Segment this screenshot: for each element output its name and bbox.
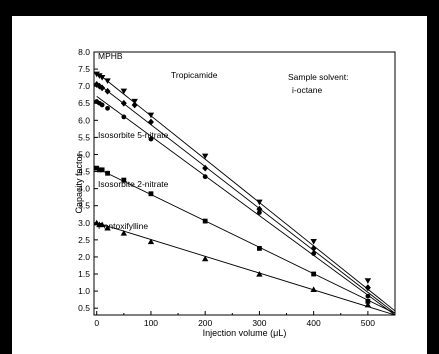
data-point-diamond xyxy=(147,118,154,126)
fit-line xyxy=(96,167,395,314)
data-point-triangle-up xyxy=(310,286,317,292)
data-point-triangle-up xyxy=(256,271,263,277)
data-point-square xyxy=(311,271,317,277)
y-tick-label: 7.0 xyxy=(78,81,90,91)
data-point-square xyxy=(105,170,110,176)
fit-line xyxy=(96,222,395,315)
data-point-triangle-up xyxy=(147,238,155,245)
data-point-diamond xyxy=(104,87,111,95)
data-point-diamond xyxy=(99,84,106,92)
data-point-square xyxy=(94,165,100,171)
data-point-diamond xyxy=(93,81,100,88)
x-tick-label: 0 xyxy=(94,318,99,328)
y-tick-label: 6.0 xyxy=(78,115,90,125)
data-point-diamond xyxy=(310,244,317,252)
data-point-square xyxy=(121,177,127,183)
data-point-diamond xyxy=(364,284,371,292)
y-tick-label: 5.5 xyxy=(78,132,90,142)
data-point-triangle-up xyxy=(98,221,106,228)
y-tick-label: 2.5 xyxy=(78,235,90,245)
x-tick-label: 300 xyxy=(252,318,266,328)
data-point-circle xyxy=(365,293,371,299)
series-label-pentoxifylline: Pentoxifylline xyxy=(98,221,148,231)
data-point-triangle-down xyxy=(93,71,100,78)
data-point-triangle-down xyxy=(120,88,128,95)
data-point-square xyxy=(99,167,105,173)
plot-area-frame xyxy=(93,51,396,316)
y-tick-label: 3.5 xyxy=(78,201,90,211)
x-tick-label: 500 xyxy=(361,318,375,328)
series-label-isosorbite-2-nitrate: Isosorbite 2-nitrate xyxy=(98,179,169,189)
data-point-diamond xyxy=(120,99,127,107)
y-tick-label: 4.0 xyxy=(78,184,90,194)
fit-line xyxy=(96,96,395,315)
y-tick-label: 4.5 xyxy=(78,167,90,177)
y-tick-label: 5.0 xyxy=(78,149,90,159)
data-point-square xyxy=(365,298,371,304)
data-point-triangle-down xyxy=(310,238,317,245)
data-point-circle xyxy=(257,210,262,215)
data-point-triangle-down xyxy=(256,199,263,206)
data-point-triangle-up xyxy=(120,230,128,236)
series-label-tropicamide: Tropicamide xyxy=(171,70,218,80)
data-point-circle xyxy=(311,251,317,256)
data-point-square xyxy=(97,167,102,173)
data-point-circle xyxy=(202,174,208,180)
data-point-diamond xyxy=(96,82,103,90)
data-point-triangle-down xyxy=(104,78,111,85)
data-point-triangle-up xyxy=(104,224,111,231)
y-tick-label: 8.0 xyxy=(78,47,90,57)
annotation-solvent-name: i-octane xyxy=(292,85,323,95)
data-point-circle xyxy=(105,105,110,111)
data-point-triangle-down xyxy=(364,278,372,284)
annotation-sample-solvent: Sample solvent: xyxy=(288,72,348,82)
x-tick-label: 200 xyxy=(198,318,212,328)
y-tick-label: 7.5 xyxy=(78,64,90,74)
x-tick-label: 400 xyxy=(307,318,321,328)
data-point-circle xyxy=(121,114,127,120)
data-point-circle xyxy=(99,102,105,108)
data-point-triangle-down xyxy=(201,153,209,160)
y-tick-label: 0.5 xyxy=(78,303,90,313)
y-tick-label: 1.5 xyxy=(78,269,90,279)
data-point-triangle-up xyxy=(201,255,209,262)
figure-canvas: 0.5 1.0 1.5 2.0 2.5 3.0 3.5 4.0 4.5 5.0 5.5 6.0 6.5 7… xyxy=(12,16,427,354)
data-point-triangle-down xyxy=(98,75,106,81)
data-point-diamond xyxy=(202,164,209,172)
y-tick-label: 3.0 xyxy=(78,218,90,228)
series-label-isosorbite-5-nitrate: Isosorbite 5-nitrate xyxy=(98,130,169,140)
fit-line xyxy=(96,72,395,312)
data-point-square xyxy=(148,191,154,197)
data-point-diamond xyxy=(131,101,138,109)
data-point-triangle-down xyxy=(147,112,155,119)
data-point-triangle-up xyxy=(364,301,372,308)
x-tick-label: 100 xyxy=(144,318,158,328)
x-axis-label: Injection volume (μL) xyxy=(203,328,287,338)
series-label-mphb: MPHB xyxy=(98,51,123,61)
y-tick-label: 6.5 xyxy=(78,98,90,108)
y-axis-label: Capacity factor xyxy=(74,153,84,213)
y-tick-label: 1.0 xyxy=(78,286,90,296)
data-point-circle xyxy=(148,136,154,142)
data-point-triangle-down xyxy=(96,73,103,79)
data-point-square xyxy=(257,245,262,251)
fit-line xyxy=(96,82,395,314)
capacity-factor-chart: 0.5 1.0 1.5 2.0 2.5 3.0 3.5 4.0 4.5 5.0 5.5 6.0 6.5 7… xyxy=(74,47,396,338)
y-tick-label: 2.0 xyxy=(78,252,90,262)
data-point-square xyxy=(202,218,208,224)
